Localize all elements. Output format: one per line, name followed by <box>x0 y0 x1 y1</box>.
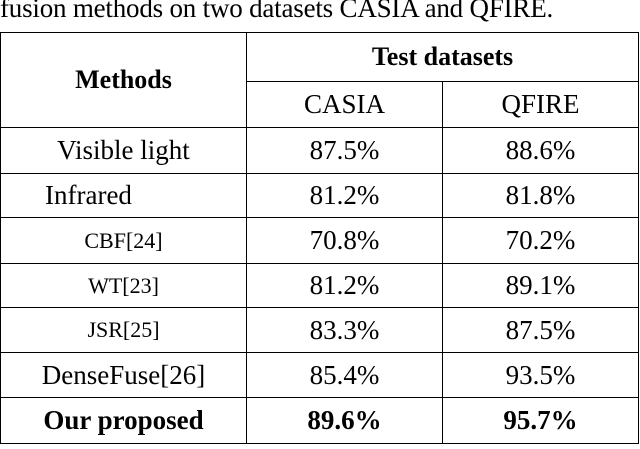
casia-cell: 81.2% <box>246 173 443 218</box>
table-row: Visible light 87.5% 88.6% <box>0 127 640 174</box>
qfire-cell: 93.5% <box>441 352 640 398</box>
table-row-proposed: Our proposed 89.6% 95.7% <box>0 397 640 444</box>
qfire-cell: 70.2% <box>441 217 640 264</box>
results-table: Methods Test datasets CASIA QFIRE Visibl… <box>0 32 640 444</box>
table-header-row: Methods Test datasets <box>0 32 640 128</box>
table-row: JSR[25] 83.3% 87.5% <box>0 307 640 353</box>
casia-cell: 83.3% <box>246 307 443 353</box>
method-cell: DenseFuse[26] <box>0 352 247 398</box>
casia-header: CASIA <box>246 81 443 128</box>
casia-cell: 81.2% <box>246 263 443 308</box>
table-caption: fusion methods on two datasets CASIA and… <box>0 0 554 23</box>
table-row: WT[23] 81.2% 89.1% <box>0 263 640 308</box>
casia-cell: 85.4% <box>246 352 443 398</box>
qfire-cell: 89.1% <box>441 263 640 308</box>
method-cell: JSR[25] <box>0 307 247 353</box>
table-row: CBF[24] 70.8% 70.2% <box>0 217 640 264</box>
qfire-cell: 95.7% <box>441 397 640 444</box>
qfire-cell: 88.6% <box>441 127 640 174</box>
method-cell: WT[23] <box>0 263 247 308</box>
dataset-header-row: CASIA QFIRE <box>1 81 640 128</box>
method-cell: Our proposed <box>0 397 247 444</box>
table-row: Infrared 81.2% 81.8% <box>0 173 640 218</box>
casia-cell: 89.6% <box>246 397 443 444</box>
method-cell: Infrared <box>0 173 247 218</box>
table-row: DenseFuse[26] 85.4% 93.5% <box>0 352 640 398</box>
method-cell: CBF[24] <box>0 217 247 264</box>
qfire-cell: 87.5% <box>441 307 640 353</box>
method-cell: Visible light <box>0 127 247 174</box>
casia-cell: 87.5% <box>246 127 443 174</box>
qfire-header: QFIRE <box>441 81 640 128</box>
methods-header: Methods <box>0 32 247 128</box>
casia-cell: 70.8% <box>246 217 443 264</box>
test-datasets-header: Test datasets <box>245 32 640 82</box>
qfire-cell: 81.8% <box>441 173 640 218</box>
